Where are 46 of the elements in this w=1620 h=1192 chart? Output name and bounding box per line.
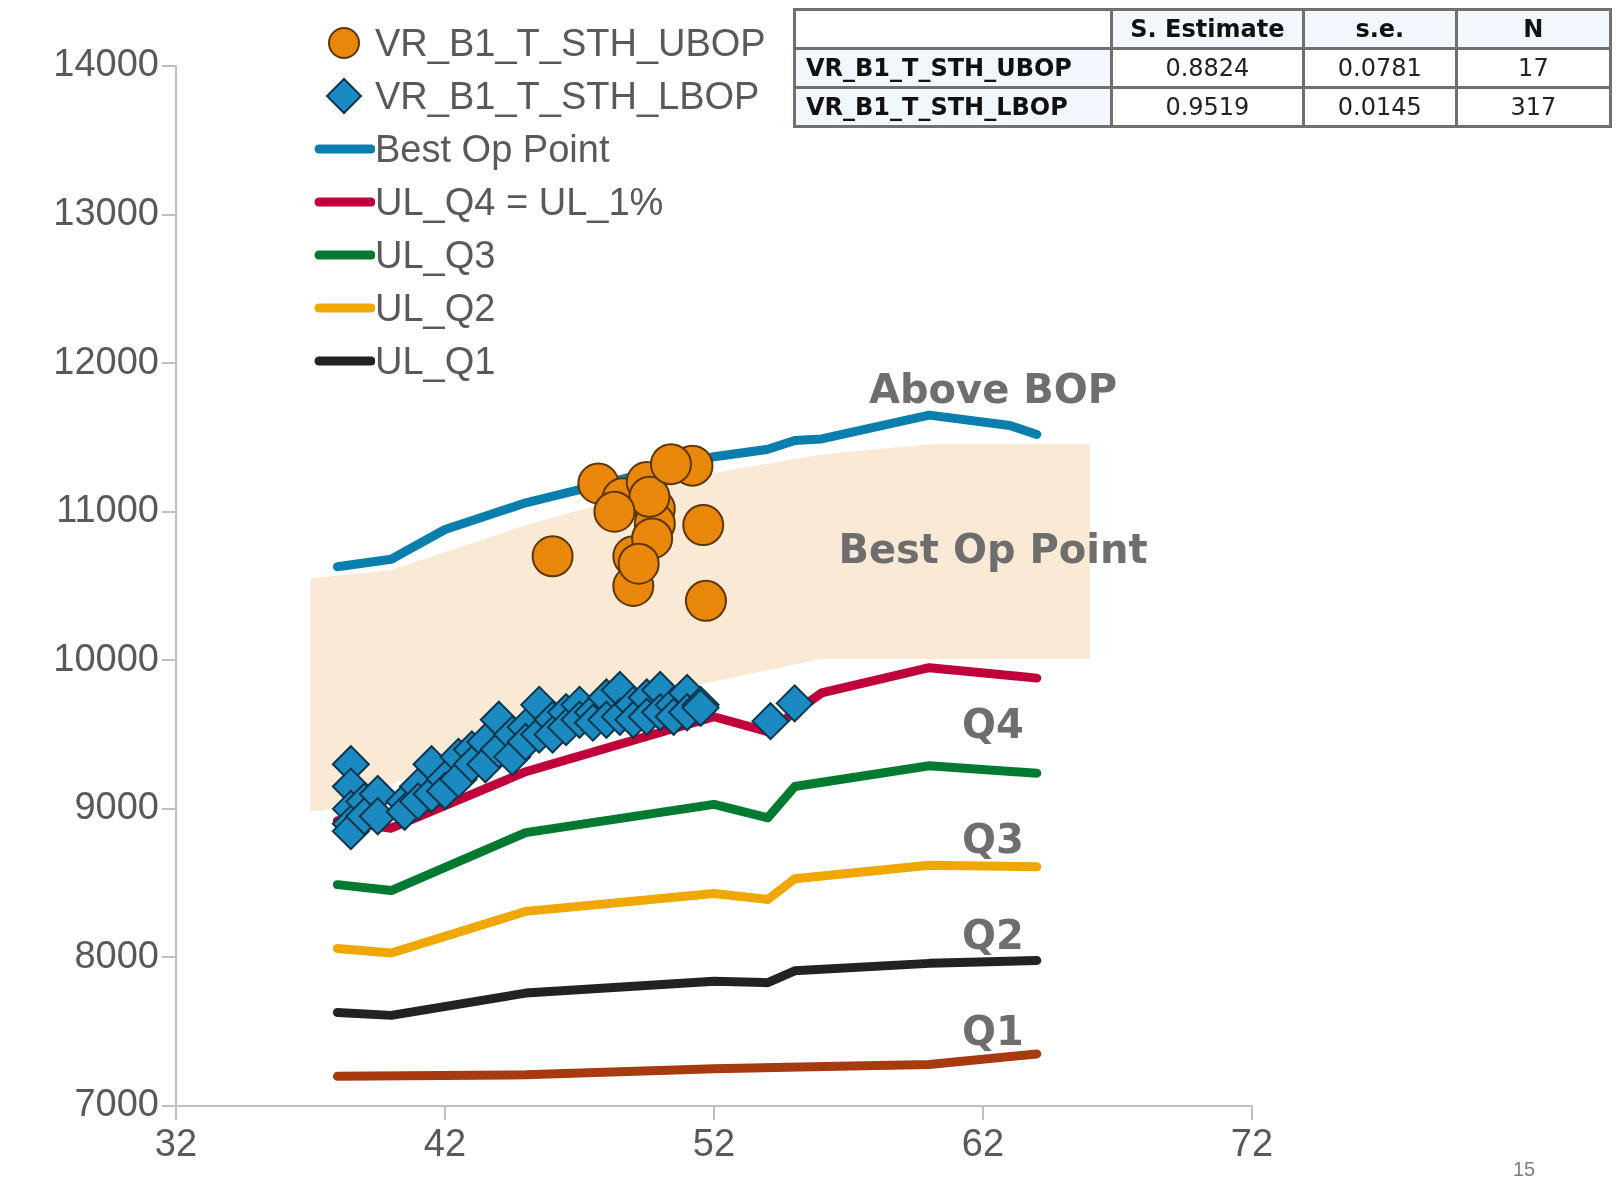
point [751,702,790,741]
y-tick-label: 9000 [74,785,159,828]
text: s.e. [1303,9,1457,49]
x-tick-label: 32 [154,1122,198,1165]
text: 0.0781 [1303,48,1457,88]
annotation: Above BOP [868,366,1118,412]
annotation: VR_B1_T_STH_LBOP [794,87,1112,127]
annotation: VR_B1_T_STH_UBOP [794,48,1112,88]
y-tick-label: 10000 [53,636,159,679]
point [617,542,660,585]
annotation: Best Op Point [838,526,1148,572]
y-tick-label: 12000 [53,339,159,382]
annotation: Q4 [962,701,1024,747]
annotation: Q2 [962,912,1024,958]
annotation: 0.9519 [1111,87,1304,127]
y-tick-label: 13000 [53,191,159,234]
point [593,490,636,533]
legend-label: Best Op Point [375,127,610,170]
y-tick-label: 11000 [56,488,159,531]
annotation: Q3 [962,816,1024,862]
x-tick-label: 72 [1230,1122,1274,1165]
text: 17 [1456,48,1611,88]
legend-label: VR_B1_T_STH_UBOP [375,21,766,64]
text: 15 [1513,1158,1536,1181]
x-tick-label: 62 [961,1122,1005,1165]
y-tick-label: 14000 [53,42,159,85]
point [531,535,574,578]
point [684,579,727,622]
legend-label: UL_Q2 [375,286,496,329]
y-tick-label: 8000 [74,933,159,976]
legend-label: VR_B1_T_STH_LBOP [375,74,760,117]
text: S. Estimate [1111,9,1304,49]
legend-label: UL_Q3 [375,233,496,276]
legend-label: UL_Q1 [375,339,496,382]
x-tick-label: 52 [692,1122,736,1165]
point [682,504,725,547]
annotation: Q1 [962,1008,1024,1054]
legend-label: UL_Q4 = UL_1% [375,180,664,223]
annotation: 0.8824 [1111,48,1304,88]
text: 0.0145 [1303,87,1457,127]
y-tick-label: 7000 [74,1082,159,1125]
point [775,684,814,723]
x-tick-label: 42 [423,1122,467,1165]
point [649,443,692,486]
text: N [1456,9,1611,49]
text: 317 [1456,87,1611,127]
